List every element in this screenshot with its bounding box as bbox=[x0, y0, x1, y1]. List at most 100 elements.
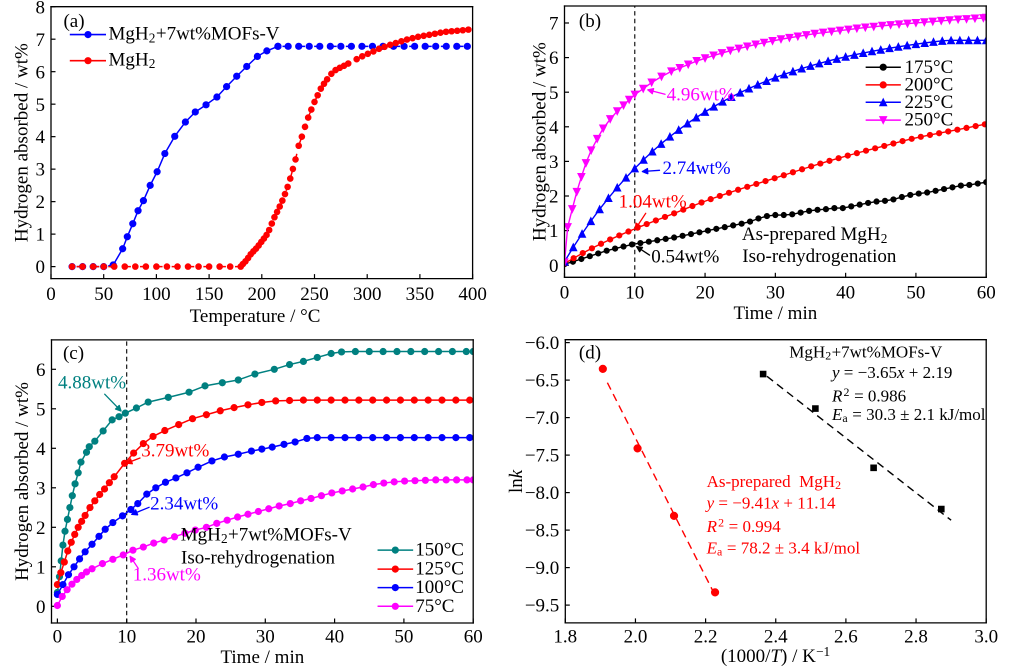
svg-text:Iso-rehydrogenation: Iso-rehydrogenation bbox=[742, 246, 897, 267]
svg-text:20: 20 bbox=[186, 627, 205, 648]
svg-text:5: 5 bbox=[36, 399, 46, 420]
svg-text:2: 2 bbox=[549, 187, 559, 208]
svg-text:100°C: 100°C bbox=[415, 577, 464, 598]
svg-text:1.8: 1.8 bbox=[553, 627, 577, 648]
svg-text:150°C: 150°C bbox=[415, 540, 464, 561]
svg-text:A s - p r: A s - p r e p a r e d M g H 2 bbox=[742, 224, 888, 246]
svg-text:l n k: l n k bbox=[506, 469, 527, 493]
svg-text:250°C: 250°C bbox=[905, 110, 954, 131]
svg-text:40: 40 bbox=[836, 282, 855, 303]
svg-text:225°C: 225°C bbox=[905, 92, 954, 113]
svg-text:5: 5 bbox=[36, 95, 46, 116]
svg-text:2.74wt%: 2.74wt% bbox=[663, 158, 731, 179]
svg-text:1.04wt%: 1.04wt% bbox=[619, 191, 687, 212]
svg-text:50: 50 bbox=[394, 627, 413, 648]
svg-text:400: 400 bbox=[458, 284, 487, 305]
svg-text:5: 5 bbox=[549, 83, 559, 104]
svg-text:Hydrogen absorbed / wt%: Hydrogen absorbed / wt% bbox=[11, 43, 32, 242]
svg-text:60: 60 bbox=[464, 627, 483, 648]
svg-text:4.96wt%: 4.96wt% bbox=[667, 84, 735, 105]
svg-text:E a =: E a = 7 8 . 2 ± 3 . 4 k J / m o l bbox=[706, 538, 861, 559]
svg-text:175°C: 175°C bbox=[905, 57, 954, 78]
svg-text:50: 50 bbox=[94, 284, 113, 305]
svg-text:R 2 =: R 2 = 0 . 9 8 6 bbox=[831, 383, 906, 405]
svg-text:125°C: 125°C bbox=[415, 559, 464, 580]
svg-text:4: 4 bbox=[549, 117, 559, 138]
svg-text:−9.5: −9.5 bbox=[525, 596, 559, 617]
svg-text:50: 50 bbox=[906, 282, 925, 303]
svg-text:40: 40 bbox=[325, 627, 344, 648]
svg-text:(a): (a) bbox=[63, 11, 84, 32]
svg-text:−6.0: −6.0 bbox=[525, 333, 559, 354]
svg-text:( 1 0 0: ( 1 0 0 0 / ) / K T − 1 bbox=[721, 643, 830, 667]
svg-text:100: 100 bbox=[142, 284, 171, 305]
svg-text:2.34wt%: 2.34wt% bbox=[150, 494, 218, 515]
svg-text:6: 6 bbox=[36, 62, 46, 83]
svg-text:60: 60 bbox=[977, 282, 996, 303]
svg-text:2.2: 2.2 bbox=[694, 627, 718, 648]
svg-text:30: 30 bbox=[256, 627, 275, 648]
svg-text:2.6: 2.6 bbox=[834, 627, 858, 648]
svg-text:Hydrogen absorbed / wt%: Hydrogen absorbed / wt% bbox=[12, 382, 33, 581]
svg-text:200°C: 200°C bbox=[905, 74, 954, 95]
svg-text:350: 350 bbox=[406, 284, 435, 305]
svg-text:(d): (d) bbox=[579, 343, 601, 364]
svg-text:R 2 =: R 2 = 0 . 9 9 4 bbox=[706, 514, 782, 536]
svg-text:M g H + 7: M g H + 7 w t % M O F s - V 2 bbox=[789, 342, 946, 362]
svg-text:y x =: y x = − 9 . 4 1 + 1 1 . 1 4 bbox=[705, 494, 836, 513]
svg-text:A s - p r: A s - p r e p a r e d M g H 2 bbox=[707, 472, 842, 492]
svg-text:E a =: E a = 3 0 . 3 ± 2 . 1 k J / m o l bbox=[831, 405, 986, 426]
svg-text:0: 0 bbox=[549, 256, 559, 277]
svg-text:3: 3 bbox=[36, 478, 46, 499]
svg-text:y x =: y x = − 3 . 6 5 + 2 . 1 9 bbox=[830, 363, 952, 382]
svg-text:2.0: 2.0 bbox=[624, 627, 648, 648]
svg-text:M g H 2: M g H 2 bbox=[109, 50, 156, 72]
svg-text:0: 0 bbox=[36, 597, 46, 618]
svg-text:30: 30 bbox=[766, 282, 785, 303]
svg-text:2.4: 2.4 bbox=[764, 627, 788, 648]
svg-text:10: 10 bbox=[625, 282, 644, 303]
svg-text:8: 8 bbox=[36, 0, 46, 18]
svg-text:−7.0: −7.0 bbox=[525, 408, 559, 429]
svg-text:2: 2 bbox=[36, 518, 46, 539]
svg-text:3: 3 bbox=[549, 152, 559, 173]
svg-text:Time / min: Time / min bbox=[733, 303, 817, 324]
svg-text:(c): (c) bbox=[63, 343, 84, 364]
svg-text:0: 0 bbox=[46, 284, 56, 305]
svg-text:2: 2 bbox=[36, 192, 46, 213]
svg-text:3.0: 3.0 bbox=[974, 627, 998, 648]
svg-text:200: 200 bbox=[248, 284, 277, 305]
svg-text:7: 7 bbox=[36, 30, 46, 51]
svg-text:Temperature / °C: Temperature / °C bbox=[190, 306, 321, 327]
svg-text:0.54wt%: 0.54wt% bbox=[651, 247, 719, 268]
svg-text:−9.0: −9.0 bbox=[525, 558, 559, 579]
svg-text:250: 250 bbox=[300, 284, 329, 305]
svg-text:6: 6 bbox=[36, 360, 46, 381]
svg-text:Hydrogen absorbed / wt%: Hydrogen absorbed / wt% bbox=[529, 42, 550, 241]
svg-text:(b): (b) bbox=[579, 11, 601, 32]
svg-text:150: 150 bbox=[195, 284, 224, 305]
svg-text:6: 6 bbox=[549, 48, 559, 69]
svg-text:3.79wt%: 3.79wt% bbox=[141, 441, 209, 462]
svg-text:M g H + 7: M g H + 7 w t % M O F s - V 2 bbox=[181, 525, 356, 547]
svg-text:0: 0 bbox=[53, 627, 63, 648]
svg-text:Time / min: Time / min bbox=[220, 647, 304, 668]
svg-text:1: 1 bbox=[36, 557, 46, 578]
svg-text:−6.5: −6.5 bbox=[525, 371, 559, 392]
svg-text:3: 3 bbox=[36, 160, 46, 181]
svg-text:4: 4 bbox=[36, 439, 46, 460]
svg-text:0: 0 bbox=[560, 282, 570, 303]
svg-text:−8.5: −8.5 bbox=[525, 521, 559, 542]
svg-text:M g H + 7: M g H + 7 w t % M O F s - V 2 bbox=[109, 24, 284, 46]
svg-text:10: 10 bbox=[117, 627, 136, 648]
svg-text:20: 20 bbox=[696, 282, 715, 303]
svg-text:2.8: 2.8 bbox=[904, 627, 928, 648]
svg-text:Iso-rehydrogenation: Iso-rehydrogenation bbox=[181, 548, 336, 569]
svg-text:−8.0: −8.0 bbox=[525, 483, 559, 504]
svg-text:−7.5: −7.5 bbox=[525, 446, 559, 467]
svg-text:4.88wt%: 4.88wt% bbox=[58, 373, 126, 394]
svg-text:75°C: 75°C bbox=[415, 596, 454, 617]
svg-text:4: 4 bbox=[36, 127, 46, 148]
svg-text:1: 1 bbox=[549, 221, 559, 242]
svg-text:7: 7 bbox=[549, 14, 559, 35]
